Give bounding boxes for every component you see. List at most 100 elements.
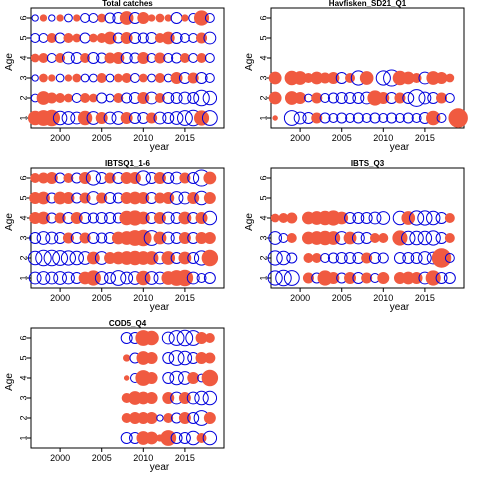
residual-bubble-negative bbox=[105, 93, 115, 103]
residual-bubble-positive bbox=[129, 172, 141, 184]
residual-bubble-negative bbox=[344, 92, 357, 104]
y-tick-label: 2 bbox=[18, 415, 28, 420]
residual-bubble-negative bbox=[163, 53, 174, 63]
residual-bubble-negative bbox=[203, 31, 217, 45]
residual-bubble-negative bbox=[179, 33, 190, 43]
residual-bubble-negative bbox=[202, 430, 218, 446]
residual-bubble-negative bbox=[162, 352, 175, 364]
residual-bubble-positive bbox=[272, 115, 278, 121]
residual-bubble-positive bbox=[203, 412, 216, 424]
residual-bubble-negative bbox=[130, 73, 140, 83]
residual-bubble-negative bbox=[344, 212, 357, 224]
residual-bubble-positive bbox=[178, 211, 192, 225]
residual-bubble-negative bbox=[87, 52, 100, 64]
residual-bubble-negative bbox=[55, 73, 65, 83]
residual-bubble-positive bbox=[155, 13, 165, 23]
y-tick-label: 2 bbox=[258, 255, 268, 260]
panel-3: IBTSQ1_1-6 2000 2005 2010 2015 1 2 3 4 5 6 year Age bbox=[4, 159, 225, 313]
x-tick-label: 2010 bbox=[133, 453, 153, 463]
residual-bubble-positive bbox=[286, 233, 297, 243]
residual-bubble-negative bbox=[169, 191, 184, 205]
panel-2: Havfisken_SD21_Q1 2000 2005 2010 2015 1 2 3 4 5 6 y… bbox=[244, 0, 468, 153]
residual-bubble-negative bbox=[195, 72, 208, 84]
residual-bubble-negative bbox=[176, 110, 193, 126]
y-tick-label: 4 bbox=[18, 55, 28, 60]
residual-bubble-negative bbox=[202, 390, 218, 406]
residual-bubble-negative bbox=[87, 212, 99, 224]
residual-bubble-positive bbox=[204, 333, 215, 343]
residual-bubble-positive bbox=[203, 171, 217, 185]
residual-bubble-negative bbox=[417, 230, 433, 246]
residual-bubble-positive bbox=[179, 172, 191, 184]
residual-bubble-negative bbox=[417, 210, 433, 226]
residual-bubble-negative bbox=[327, 252, 339, 264]
residual-bubble-positive bbox=[153, 172, 166, 184]
residual-bubble-positive bbox=[79, 172, 92, 184]
residual-bubble-positive bbox=[64, 93, 73, 103]
residual-bubble-positive bbox=[196, 53, 207, 63]
residual-bubble-negative bbox=[85, 170, 101, 186]
residual-bubble-positive bbox=[204, 352, 216, 364]
residual-bubble-positive bbox=[145, 372, 158, 384]
residual-bubble-positive bbox=[178, 232, 191, 244]
residual-bubble-positive bbox=[161, 251, 176, 265]
residual-bubble-positive bbox=[123, 375, 130, 381]
residual-bubble-positive bbox=[311, 92, 323, 104]
residual-bubble-negative bbox=[444, 93, 455, 103]
residual-bubble-negative bbox=[48, 14, 56, 22]
residual-bubble-negative bbox=[177, 350, 193, 366]
residual-bubble-positive bbox=[62, 192, 75, 204]
x-tick-label: 2000 bbox=[50, 293, 70, 303]
residual-bubble-positive bbox=[377, 92, 390, 104]
panel-4: IBTS_Q3 2000 2005 2010 2015 1 2 3 4 5 6 year Age bbox=[244, 159, 465, 313]
residual-bubble-negative bbox=[156, 414, 164, 422]
y-tick-label: 3 bbox=[18, 75, 28, 80]
residual-bubble-negative bbox=[103, 111, 117, 125]
residual-bubble-positive bbox=[195, 212, 208, 224]
x-axis-label: year bbox=[150, 302, 170, 313]
residual-bubble-positive bbox=[435, 72, 448, 84]
plot-frame bbox=[30, 7, 225, 129]
residual-bubble-negative bbox=[267, 250, 283, 266]
residual-bubble-positive bbox=[37, 211, 50, 225]
residual-bubble-negative bbox=[168, 350, 185, 366]
residual-bubble-negative bbox=[170, 32, 183, 44]
residual-bubble-positive bbox=[335, 211, 349, 225]
residual-bubble-negative bbox=[336, 112, 348, 124]
residual-bubble-negative bbox=[352, 112, 364, 124]
residual-bubble-negative bbox=[36, 271, 51, 285]
residual-bubble-negative bbox=[135, 170, 151, 186]
residual-bubble-positive bbox=[444, 213, 455, 223]
residual-bubble-positive bbox=[170, 72, 183, 84]
residual-bubble-negative bbox=[378, 113, 389, 123]
y-tick-label: 1 bbox=[258, 115, 268, 120]
residual-bubble-positive bbox=[89, 93, 98, 103]
residual-bubble-positive bbox=[48, 74, 56, 82]
residual-bubble-positive bbox=[38, 53, 49, 63]
x-tick-label: 2005 bbox=[332, 293, 352, 303]
residual-bubble-positive bbox=[311, 112, 323, 124]
residual-bubble-negative bbox=[409, 210, 425, 226]
residual-bubble-positive bbox=[113, 93, 124, 103]
x-tick-label: 2015 bbox=[175, 133, 195, 143]
residual-bubble-positive bbox=[193, 10, 210, 26]
residual-bubble-negative bbox=[129, 32, 141, 44]
residual-bubble-negative bbox=[45, 231, 59, 245]
residual-bubble-positive bbox=[377, 272, 390, 284]
panel-title: COD5_Q4 bbox=[109, 319, 147, 328]
residual-bubble-positive bbox=[112, 52, 125, 64]
x-tick-label: 2005 bbox=[332, 133, 352, 143]
panel-title: IBTSQ1_1-6 bbox=[105, 159, 150, 168]
residual-bubble-negative bbox=[203, 272, 216, 284]
residual-bubble-positive bbox=[72, 73, 82, 83]
panel-title: Havfisken_SD21_Q1 bbox=[329, 0, 407, 8]
residual-bubble-positive bbox=[55, 93, 66, 103]
residual-bubble-negative bbox=[170, 12, 183, 24]
x-tick-label: 2010 bbox=[133, 293, 153, 303]
residual-bubble-negative bbox=[43, 249, 61, 267]
residual-bubble-positive bbox=[145, 412, 158, 424]
residual-bubble-positive bbox=[63, 33, 74, 43]
residual-bubble-negative bbox=[283, 110, 300, 126]
residual-bubble-negative bbox=[377, 252, 389, 264]
